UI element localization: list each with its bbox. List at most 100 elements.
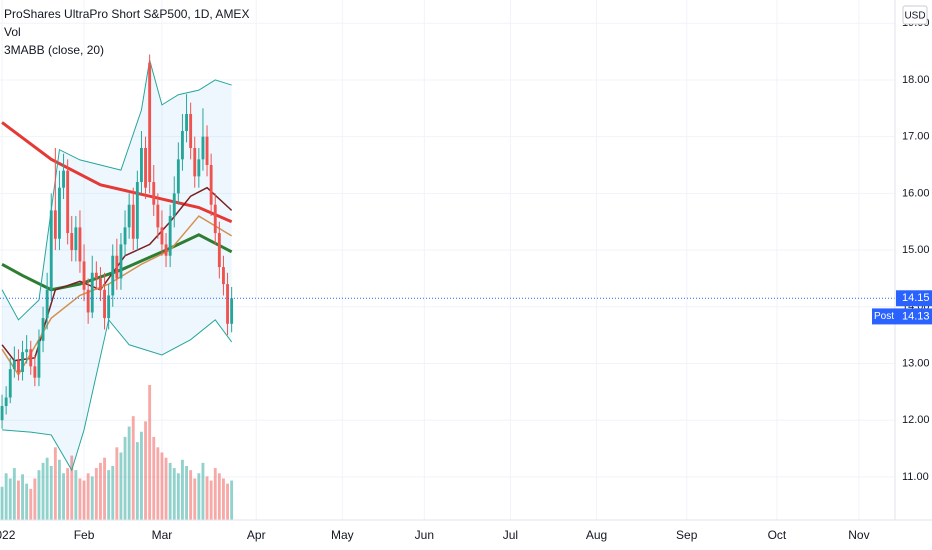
volume-bar [103, 457, 106, 520]
indicator-label[interactable]: Vol [4, 25, 21, 39]
currency-label[interactable]: USD [904, 11, 925, 22]
x-tick-label: Jul [503, 528, 518, 542]
volume-bar [189, 470, 193, 520]
candle-body [176, 159, 180, 194]
candle-body [0, 406, 4, 421]
volume-bar [49, 466, 53, 520]
volume-bar [21, 474, 24, 520]
x-tick-label: Oct [768, 528, 787, 542]
volume-bar [0, 486, 4, 520]
candle-body [140, 148, 143, 183]
volume-bar [70, 455, 74, 520]
candle-body [78, 227, 82, 262]
currency-box[interactable] [902, 5, 928, 25]
volume-bar [131, 416, 135, 520]
volume-bar [25, 483, 29, 520]
volume-bar [12, 468, 16, 520]
candle-body [144, 148, 147, 188]
candle-body [168, 216, 172, 256]
price-label-box [896, 290, 932, 307]
candle-body [230, 298, 234, 324]
x-tick-label: Apr [247, 528, 266, 542]
x-tick-label: 2022 [0, 528, 16, 542]
candle-body [21, 352, 24, 372]
candle-body [41, 318, 45, 341]
candle-body [99, 278, 102, 290]
volume-bar [209, 480, 213, 520]
candle-body [49, 210, 53, 290]
volume-bar [74, 470, 78, 520]
candle-body [53, 210, 57, 239]
x-tick-label: Nov [848, 528, 869, 542]
indicator-line [1, 59, 232, 321]
volume-bar [144, 421, 147, 520]
post-tag: Post [874, 311, 894, 322]
candle-body [94, 272, 98, 279]
candle-body [209, 165, 213, 205]
candle-body [62, 170, 65, 188]
candle-body [156, 204, 160, 228]
candle-body [37, 340, 41, 378]
volume-bar [8, 478, 12, 520]
volume-bar [168, 462, 172, 520]
y-tick-label: 11.00 [902, 471, 929, 483]
chart-title: ProShares UltraPro Short S&P500, 1D, AME… [4, 7, 249, 21]
volume-bar [17, 480, 20, 520]
volume-bar [66, 468, 70, 520]
candle-body [58, 187, 61, 239]
candle-body [4, 397, 8, 407]
volume-bar [90, 476, 94, 520]
volume-bar [127, 426, 131, 520]
post-price-box [896, 308, 932, 325]
x-tick-label: Feb [74, 528, 95, 542]
candle-body [111, 255, 115, 296]
volume-bar [135, 442, 139, 520]
candle-body [189, 113, 193, 149]
volume-bar [217, 473, 221, 520]
volume-bar [226, 483, 229, 520]
candle-body [205, 136, 209, 166]
candle-body [8, 369, 12, 398]
x-tick-label: Mar [152, 528, 173, 542]
candle-body [131, 204, 135, 239]
candle-body [82, 261, 86, 290]
candle-body [226, 284, 229, 324]
volume-bar [205, 476, 209, 520]
candle-body [135, 182, 139, 239]
x-tick-label: Jun [415, 528, 434, 542]
volume-bar [94, 468, 98, 520]
volume-bar [164, 457, 168, 520]
candle-body [107, 295, 111, 319]
volume-bar [160, 452, 164, 520]
y-tick-label: 12.00 [902, 414, 930, 426]
volume-bar [33, 478, 37, 520]
candle-body [127, 204, 131, 228]
candle-body [25, 349, 29, 353]
y-tick-label: 16.00 [902, 187, 930, 199]
candle-body [172, 193, 176, 217]
candle-body [29, 349, 33, 367]
candle-body [123, 227, 127, 245]
candle-body [12, 360, 16, 370]
y-tick-label: 18.00 [902, 74, 930, 86]
volume-bar [37, 470, 41, 520]
candle-body [103, 289, 106, 319]
volume-bar [111, 466, 115, 520]
candle-body [86, 289, 90, 313]
candle-body [201, 136, 205, 160]
volume-bar [29, 488, 33, 520]
volume-bar [78, 478, 82, 520]
post-price: 14.13 [902, 310, 930, 322]
volume-bar [213, 468, 217, 520]
volume-bar [193, 478, 197, 520]
y-tick-label: 17.00 [902, 131, 930, 143]
volume-bar [185, 466, 188, 520]
volume-bar [181, 459, 184, 520]
candle-body [33, 366, 37, 378]
volume-bar [119, 452, 123, 520]
indicator-label[interactable]: 3MABB (close, 20) [4, 43, 104, 57]
volume-bar [176, 473, 180, 520]
y-tick-label: 13.00 [902, 357, 930, 369]
volume-bar [99, 462, 102, 520]
